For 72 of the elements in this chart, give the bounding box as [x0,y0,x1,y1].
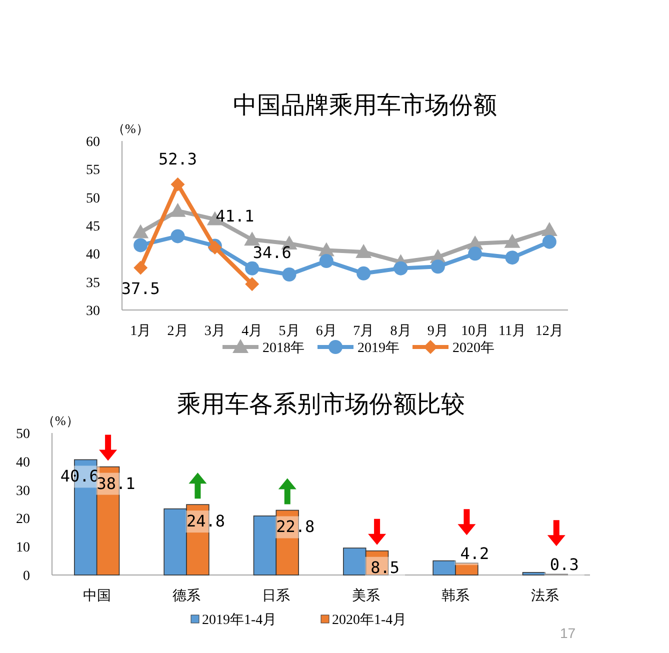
data-label: 0.3 [550,555,579,574]
point [430,260,445,274]
y-tick-label: 40 [86,248,100,263]
point [319,254,334,268]
y-axis-title: （%） [42,413,79,428]
legend-label: 2020年1-4月 [332,612,407,628]
x-tick-label: 9月 [427,324,448,339]
point [504,234,520,248]
x-tick-label: 德系 [172,588,200,604]
data-label: 4.2 [460,544,490,564]
data-label: 40.6 [60,466,99,486]
point [170,202,186,217]
point [244,232,260,246]
y-tick-label: 50 [86,191,100,206]
point [170,177,185,192]
point [468,246,482,261]
chart-title: 中国品牌乘用车市场份额 [233,92,497,119]
y-tick-label: 30 [86,304,100,319]
x-tick-label: 日系 [262,588,290,604]
legend-label: 2018年 [262,340,304,356]
y-tick-label: 20 [16,512,30,528]
data-label: 24.8 [186,512,225,531]
data-label: 34.6 [252,243,292,262]
x-tick-label: 3月 [204,324,226,339]
point [394,261,408,276]
point [356,266,371,280]
data-label: 41.1 [216,206,254,226]
y-tick-label: 55 [86,163,100,178]
x-tick-label: 8月 [390,324,412,339]
y-tick-label: 40 [16,455,30,470]
data-label: 37.5 [121,278,160,298]
point [170,229,185,244]
point [282,268,296,282]
point [541,222,558,236]
x-tick-label: 1月 [130,324,152,339]
y-tick-label: 35 [86,276,100,291]
legend-label: 2019年 [358,340,400,356]
x-tick-label: 5月 [278,324,300,339]
legend-label: 2020年 [452,340,494,356]
data-label: 22.8 [276,517,315,536]
point [132,224,149,238]
y-tick-label: 0 [23,569,30,584]
data-label: 52.3 [158,149,198,168]
y-axis-title: （%） [112,121,149,136]
x-tick-label: 4月 [242,324,263,339]
data-label: 8.5 [370,558,400,577]
point [505,250,520,265]
point [356,244,372,258]
point [245,261,260,276]
x-tick-label: 2月 [167,324,188,339]
x-tick-label: 10月 [461,324,490,339]
data-label: 38.1 [96,474,136,493]
point [134,238,148,252]
x-tick-label: 中国 [82,588,111,604]
x-tick-label: 12月 [535,324,564,339]
y-tick-label: 30 [16,484,30,499]
y-tick-label: 50 [16,427,30,442]
y-tick-label: 45 [86,220,100,234]
x-tick-label: 法系 [531,588,560,604]
x-tick-label: 11月 [498,324,526,339]
y-tick-label: 60 [86,135,100,150]
x-tick-label: 6月 [316,324,337,339]
point [245,277,260,292]
legend-label: 2019年1-4月 [202,612,277,628]
x-tick-label: 韩系 [442,588,470,604]
text: 17 [560,625,576,641]
point [542,234,556,249]
chart-title: 乘用车各系别市场份额比较 [177,391,465,418]
y-tick-label: 10 [16,540,30,556]
x-tick-label: 美系 [352,588,380,604]
point [134,260,148,275]
x-tick-label: 7月 [353,324,374,339]
